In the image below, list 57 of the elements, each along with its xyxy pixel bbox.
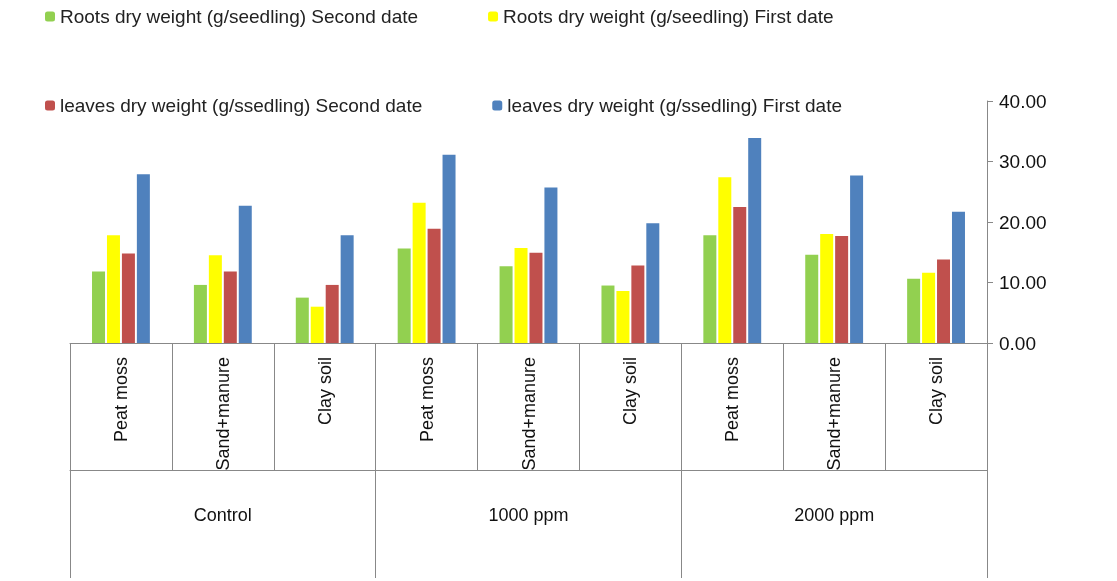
bar: [733, 206, 747, 343]
x-tick-label: Peat moss: [722, 357, 743, 443]
bar: [850, 175, 864, 343]
legend-label: leaves dry weight (g/ssedling) Second date: [60, 95, 423, 116]
bar: [427, 228, 441, 343]
bar: [631, 265, 645, 343]
bar: [820, 234, 834, 343]
bar: [106, 235, 120, 343]
legend-label: leaves dry weight (g/ssedling) First date: [507, 95, 843, 116]
x-tick-label: Sand+manure: [212, 357, 233, 471]
legend-label: Roots dry weight (g/seedling) First date: [503, 6, 834, 27]
bar: [718, 177, 732, 343]
bar: [92, 271, 106, 343]
x-tick-label: Peat moss: [110, 357, 131, 443]
legend-label: Roots dry weight (g/seedling) Second date: [60, 6, 419, 27]
text: Control: [193, 505, 252, 525]
bar: [223, 271, 237, 343]
bar: [907, 278, 921, 343]
bar: [529, 252, 543, 343]
y-tick-label: 40.00: [999, 90, 1047, 112]
bar: [951, 211, 965, 343]
bar: [325, 284, 339, 343]
y-tick-label: 0.00: [999, 332, 1036, 354]
bar: [499, 266, 513, 343]
bar: [616, 290, 630, 343]
bar: [748, 137, 762, 343]
bar: [193, 284, 207, 343]
bar: [442, 154, 456, 343]
bar: [544, 187, 558, 343]
bar: [937, 259, 951, 343]
bar: [397, 248, 411, 343]
x-tick-label: Clay soil: [926, 357, 947, 426]
bar: [835, 235, 849, 343]
text: 2000 ppm: [794, 505, 875, 525]
bar: [340, 235, 354, 343]
bar: [310, 306, 324, 343]
bar: [922, 272, 936, 343]
x-tick-label: Clay soil: [314, 357, 335, 426]
x-tick-label: Sand+manure: [518, 357, 539, 471]
bar: [208, 255, 222, 343]
bar: [514, 248, 528, 343]
y-tick-label: 30.00: [999, 151, 1047, 172]
bar: [646, 223, 660, 343]
bar: [136, 174, 150, 343]
bar: [805, 254, 819, 343]
text: 1000 ppm: [488, 505, 569, 525]
bar: [238, 205, 252, 343]
x-tick-label: Peat moss: [416, 357, 437, 443]
bar: [412, 202, 426, 343]
bar: [295, 297, 309, 343]
bar: [121, 253, 135, 343]
bar: [601, 285, 615, 343]
x-tick-label: Sand+manure: [824, 357, 845, 471]
bar: [703, 235, 717, 343]
y-tick-label: 10.00: [999, 272, 1047, 293]
y-tick-label: 20.00: [999, 211, 1047, 233]
x-tick-label: Clay soil: [620, 357, 641, 426]
